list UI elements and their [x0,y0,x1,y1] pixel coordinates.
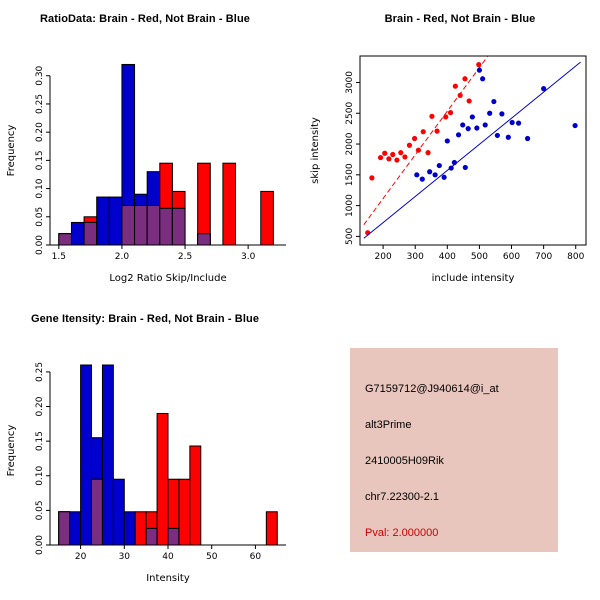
probe-id-text: G7159712@J940614@i_at [365,383,499,395]
chromosome-location-text: chr7.22300-2.1 [365,491,439,503]
gene-name-text: 2410005H09Rik [365,455,444,467]
panel-intensity-scatter: Brain - Red, Not Brain - Blue [300,0,600,300]
ratio-histogram-canvas [0,0,300,300]
gene-info-box: G7159712@J940614@i_at alt3Prime 2410005H… [350,348,558,552]
panel-ratio-histogram: RatioData: Brain - Red, Not Brain - Blue [0,0,300,300]
panel-gene-info: G7159712@J940614@i_at alt3Prime 2410005H… [300,300,600,600]
gene-histogram-canvas [0,300,300,600]
intensity-scatter-title: Brain - Red, Not Brain - Blue [384,13,536,25]
panel-gene-histogram: Gene Itensity: Brain - Red, Not Brain - … [0,300,300,600]
intensity-scatter-canvas [300,0,600,300]
ratio-histogram-title: RatioData: Brain - Red, Not Brain - Blue [40,13,250,25]
pval-text: Pval: 2.000000 [365,527,439,539]
gene-histogram-title: Gene Itensity: Brain - Red, Not Brain - … [30,313,260,325]
splice-type-text: alt3Prime [365,419,412,431]
